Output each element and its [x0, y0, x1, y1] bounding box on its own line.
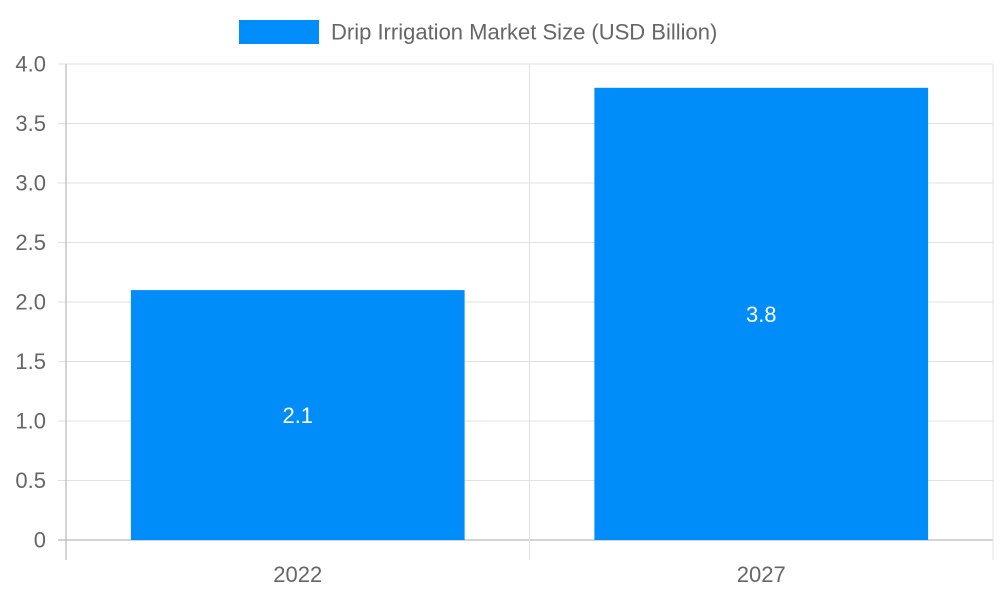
legend-label: Drip Irrigation Market Size (USD Billion… — [331, 20, 717, 45]
y-tick-label: 3.0 — [15, 171, 46, 196]
bars: 2.1 3.8 — [130, 87, 929, 541]
data-label: 3.8 — [746, 302, 777, 327]
y-tick-label: 4.0 — [15, 52, 46, 77]
y-tick-label: 1.5 — [15, 349, 46, 374]
legend[interactable]: Drip Irrigation Market Size (USD Billion… — [239, 20, 717, 45]
data-label: 2.1 — [282, 403, 313, 428]
y-tick-label: 1.0 — [15, 409, 46, 434]
y-tick-label: 0 — [34, 528, 46, 553]
x-tick-label: 2027 — [737, 562, 786, 587]
y-tick-label: 0.5 — [15, 468, 46, 493]
legend-swatch — [239, 20, 319, 44]
x-tick-label: 2022 — [273, 562, 322, 587]
bar-2027 — [594, 87, 929, 541]
y-tick-label: 3.5 — [15, 111, 46, 136]
bar-2022 — [130, 290, 465, 540]
y-tick-label: 2.5 — [15, 230, 46, 255]
axes: 0 0.5 1.0 1.5 2.0 2.5 3.0 3.5 4.0 2022 2027 — [15, 52, 785, 588]
y-tick-label: 2.0 — [15, 290, 46, 315]
